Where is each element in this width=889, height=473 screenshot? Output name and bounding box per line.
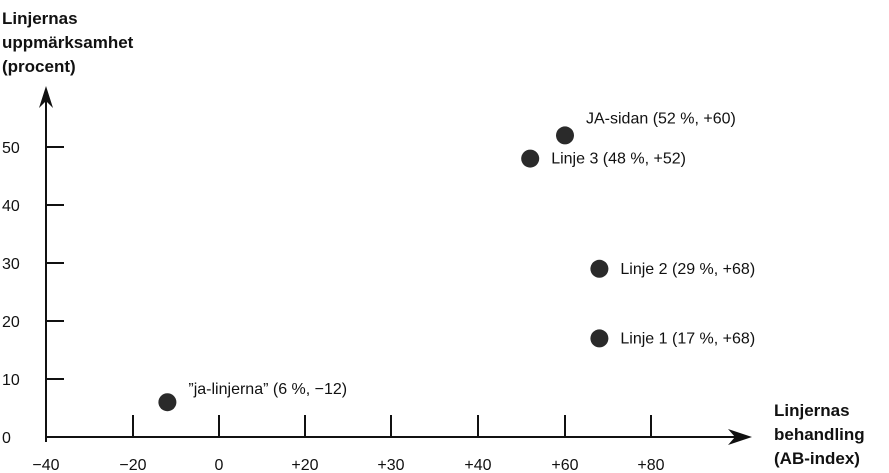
data-point: [158, 393, 177, 412]
data-point-label: ”ja-linjerna” (6 %, −12): [188, 381, 347, 398]
x-tick-label: +20: [291, 457, 318, 473]
x-tick-label: −20: [119, 457, 146, 473]
y-axis-arrowhead: [39, 86, 53, 108]
x-axis-arrowhead: [728, 429, 752, 445]
y-axis-title-line-1: Linjernas: [2, 9, 78, 28]
x-tick-label: +60: [551, 457, 578, 473]
y-axis-title-line-3: (procent): [2, 57, 76, 76]
data-point: [521, 149, 540, 168]
data-point: [590, 329, 609, 348]
x-tick-label: 0: [215, 457, 224, 473]
y-tick-label: 0: [2, 430, 11, 447]
x-tick-label: +40: [464, 457, 491, 473]
x-axis-title-line-2: behandling: [774, 425, 865, 444]
y-tick-label: 40: [2, 198, 20, 215]
data-point: [556, 126, 574, 145]
y-tick-label: 50: [2, 140, 20, 157]
x-axis-title-line-3: (AB-index): [774, 449, 860, 468]
y-tick-label: 30: [2, 256, 20, 273]
data-point-label: Linje 1 (17 %, +68): [620, 330, 755, 347]
x-tick-label: −40: [32, 457, 59, 473]
data-point-label: Linje 3 (48 %, +52): [551, 151, 686, 168]
x-tick-label: +30: [377, 457, 404, 473]
y-tick-label: 20: [2, 314, 20, 331]
x-tick-label: +80: [637, 457, 664, 473]
data-point-label: Linje 2 (29 %, +68): [620, 261, 755, 278]
y-tick-label: 10: [2, 372, 20, 389]
data-point-label: JA-sidan (52 %, +60): [586, 110, 736, 127]
x-axis-title-line-1: Linjernas: [774, 401, 850, 420]
data-point: [590, 259, 609, 278]
y-axis-title-line-2: uppmärksamhet: [2, 33, 134, 52]
